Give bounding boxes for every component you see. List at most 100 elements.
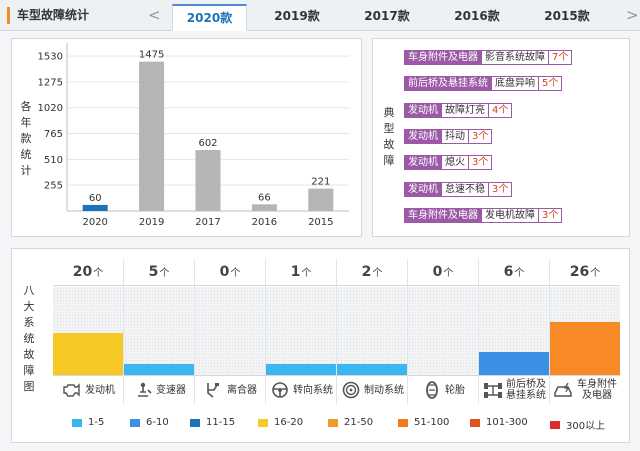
x-tick-label: 2017 [195,217,220,228]
y-tick-label: 1530 [38,52,63,63]
fault-category: 车身附件及电器 [404,50,482,65]
system-level-bar [550,322,620,375]
systems-panel: 八大系统故障图 20个 发动机 5个 变速器 0个 离合器 1个 转向系统 2个 制动系统 0个 轮胎… [11,248,630,443]
system-name: 轮胎 [445,384,465,396]
legend-label: 21-50 [344,417,374,428]
fault-category: 发动机 [404,155,442,171]
system-column[interactable]: 0个 轮胎 [408,259,479,404]
bar-value-label: 221 [311,177,330,188]
y-tick-label: 765 [44,129,63,140]
system-count-value: 5 [148,264,159,280]
system-bar-area [266,287,336,375]
tab-2017[interactable]: 2017款 [364,9,410,23]
bar-value-label: 1475 [139,50,164,61]
system-name-line1: 前后桥及 [506,379,546,390]
system-count: 0个 [195,259,265,286]
system-name: 转向系统 [293,384,333,396]
fault-item[interactable]: 发动机 怠速不稳 3个 [404,181,513,197]
system-label: 转向系统 [266,375,336,404]
system-column[interactable]: 26个车身附件 及电器 [550,259,620,404]
bar-2020 [82,204,108,211]
legend-swatch [72,418,82,427]
system-column[interactable]: 5个变速器 [124,259,195,404]
tab-2019[interactable]: 2019款 [274,9,320,23]
bar-2017 [195,150,221,211]
bar-value-label: 602 [198,138,217,149]
system-column[interactable]: 2个制动系统 [337,259,408,404]
engine-icon [61,381,83,399]
next-arrow-icon[interactable]: > [626,6,639,24]
system-count-value: 0 [432,264,443,280]
yearly-bar-chart: 1530 1275 1020 765 510 255 60 2020 1475 2019 602 20… [38,43,349,228]
system-label: 前后桥及 悬挂系统 [479,375,549,404]
brake-icon [340,381,362,399]
legend-item: 11-15 [190,417,235,428]
system-column[interactable]: 6个前后桥及 悬挂系统 [479,259,550,404]
system-name-line2: 及电器 [582,390,612,401]
bar-value-label: 66 [258,192,271,203]
fault-count: 3个 [489,181,513,197]
fault-count: 3个 [469,155,493,171]
legend-swatch [130,418,140,427]
fault-item[interactable]: 车身附件及电器 影音系统故障 7个 [404,50,573,65]
system-count-value: 2 [361,264,372,280]
y-tick-label: 255 [44,181,63,192]
fault-desc: 熄火 [442,155,469,171]
fault-desc: 底盘异响 [492,76,539,92]
fault-item[interactable]: 前后桥及悬挂系统 底盘异响 5个 [404,76,563,92]
bar-value-label: 60 [89,193,102,204]
prev-arrow-icon[interactable]: < [148,6,161,24]
fault-count: 4个 [489,102,513,118]
system-column[interactable]: 0个离合器 [195,259,266,404]
legend-swatch [328,418,338,427]
system-count-unit: 个 [159,268,170,279]
legend-item: 1-5 [72,417,104,428]
system-level-bar [266,363,336,375]
fault-desc: 抖动 [442,128,469,144]
system-bar-area [479,287,549,375]
fault-item[interactable]: 发动机 抖动 3个 [404,128,493,144]
system-level-bar [53,332,123,375]
fault-item[interactable]: 车身附件及电器 发电机故障 3个 [404,207,563,223]
tab-2015[interactable]: 2015款 [544,9,590,23]
system-name: 前后桥及 悬挂系统 [506,379,546,401]
fault-item[interactable]: 发动机 熄火 3个 [404,155,493,171]
y-tick-label: 1020 [38,103,63,114]
system-count: 20个 [53,259,123,286]
legend-swatch [190,418,200,427]
system-count-unit: 个 [590,268,601,279]
system-count-value: 6 [503,264,514,280]
tab-2016[interactable]: 2016款 [454,9,500,23]
system-count: 2个 [337,259,407,286]
system-bar-area [124,287,194,375]
system-count: 26个 [550,259,620,286]
system-count-value: 26 [569,264,590,280]
system-name: 制动系统 [364,384,404,396]
y-tick-label: 1275 [38,77,63,88]
legend-label: 300以上 [566,421,606,432]
system-count-unit: 个 [93,268,104,279]
fault-category: 发动机 [404,181,442,197]
fault-desc: 怠速不稳 [442,181,489,197]
fault-item[interactable]: 发动机 故障灯亮 4个 [404,102,513,118]
legend-swatch [398,418,408,427]
legend-swatch [550,420,560,429]
system-bar-area [53,287,123,375]
legend-label: 101-300 [486,417,528,428]
system-name: 变速器 [156,384,186,396]
steering-icon [269,381,291,399]
system-label: 离合器 [195,375,265,404]
tab-2020[interactable]: 2020款 [172,4,247,31]
system-column[interactable]: 20个 发动机 [53,259,124,404]
fault-count: 3个 [469,128,493,144]
system-count-unit: 个 [514,268,525,279]
fault-category: 发动机 [404,128,442,144]
system-column[interactable]: 1个 转向系统 [266,259,337,404]
legend-swatch [470,418,480,427]
system-name: 车身附件 及电器 [577,379,617,401]
yearly-stats-panel: 各年款统计 1530 1275 1020 765 510 255 60 2020 1475 201… [11,38,362,237]
legend-label: 11-15 [206,417,236,428]
fault-desc: 影音系统故障 [482,50,549,65]
system-bar-area [195,287,265,375]
legend-label: 51-100 [414,417,450,428]
